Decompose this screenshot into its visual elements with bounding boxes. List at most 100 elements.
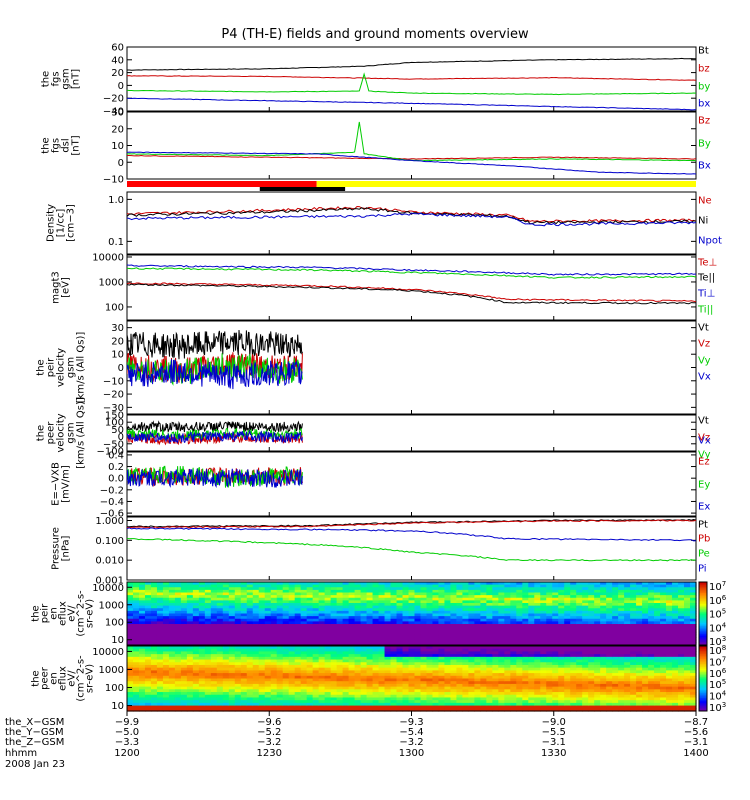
spectrogram-cell bbox=[300, 708, 308, 712]
spectrogram-cell bbox=[372, 582, 380, 586]
spectrogram-cell bbox=[504, 683, 511, 688]
spectrogram-cell bbox=[456, 626, 464, 630]
spectrogram-cell bbox=[492, 629, 499, 633]
spectrogram-cell bbox=[420, 631, 428, 636]
spectrogram-cell bbox=[354, 662, 362, 666]
spectrogram-cell bbox=[480, 610, 487, 615]
spectrogram-cell bbox=[132, 681, 140, 685]
spectrogram-cell bbox=[366, 651, 374, 655]
spectrogram-cell bbox=[486, 692, 493, 696]
spectrogram-cell bbox=[462, 624, 469, 628]
spectrogram-cell bbox=[366, 678, 374, 682]
spectrogram-cell bbox=[264, 664, 272, 669]
spectrogram-cell bbox=[570, 642, 577, 646]
spectrogram-cell bbox=[210, 664, 218, 669]
spectrogram-cell bbox=[690, 662, 697, 666]
colorbar-step bbox=[699, 619, 707, 622]
spectrogram-cell bbox=[468, 595, 475, 599]
spectrogram-cell bbox=[426, 659, 434, 663]
spectrogram-cell bbox=[366, 610, 374, 615]
spectrogram-cell bbox=[204, 642, 212, 646]
spectrogram-cell bbox=[318, 686, 326, 690]
spectrogram-cell bbox=[468, 651, 475, 655]
spectrogram-cell bbox=[492, 631, 499, 636]
spectrogram-cell bbox=[282, 589, 290, 594]
spectrogram-cell bbox=[222, 589, 230, 594]
spectrogram-cell bbox=[636, 603, 643, 607]
spectrogram-cell bbox=[660, 664, 667, 669]
spectrogram-cell bbox=[306, 603, 314, 607]
spectrogram-cell bbox=[444, 624, 452, 628]
legend-entry: Ez bbox=[698, 457, 710, 468]
spectrogram-cell bbox=[420, 705, 428, 709]
spectrogram-cell bbox=[150, 646, 158, 650]
spectrogram-cell bbox=[168, 608, 176, 612]
spectrogram-cell bbox=[318, 584, 326, 588]
spectrogram-cell bbox=[138, 631, 146, 636]
spectrogram-cell bbox=[168, 683, 176, 688]
spectrogram-cell bbox=[474, 673, 481, 677]
spectrogram-cell bbox=[588, 700, 595, 704]
spectrogram-cell bbox=[342, 648, 350, 653]
spectrogram-cell bbox=[564, 656, 571, 661]
spectrogram-cell bbox=[198, 610, 206, 615]
spectrogram-cell bbox=[186, 651, 194, 655]
y-tick-label: 20 bbox=[111, 124, 124, 135]
spectrogram-cell bbox=[690, 694, 697, 699]
spectrogram-cell bbox=[648, 654, 655, 658]
spectrogram-cell bbox=[690, 702, 697, 707]
spectrogram-cell bbox=[204, 626, 212, 630]
spectrogram-cell bbox=[168, 664, 176, 669]
spectrogram-cell bbox=[690, 592, 697, 596]
spectrogram-cell bbox=[594, 664, 601, 669]
spectrogram-cell bbox=[402, 639, 410, 643]
spectrogram-cell bbox=[234, 662, 242, 666]
spectrogram-cell bbox=[462, 600, 469, 604]
spectrogram-cell bbox=[366, 670, 374, 674]
spectrogram-cell bbox=[264, 708, 272, 712]
spectrogram-cell bbox=[324, 587, 332, 591]
spectrogram-cell bbox=[690, 631, 697, 636]
spectrogram-cell bbox=[690, 600, 697, 604]
spectrogram-cell bbox=[438, 587, 446, 591]
spectrogram-cell bbox=[426, 634, 434, 638]
spectrogram-cell bbox=[336, 589, 344, 594]
spectrogram-cell bbox=[582, 631, 589, 636]
spectrogram-cell bbox=[240, 642, 248, 646]
spectrogram-cell bbox=[252, 675, 260, 680]
spectrogram-cell bbox=[324, 700, 332, 704]
spectrogram-cell bbox=[486, 608, 493, 612]
colorbar-step bbox=[699, 663, 707, 666]
spectrogram-cell bbox=[402, 642, 410, 646]
spectrogram-cell bbox=[540, 584, 547, 588]
spectrogram-cell bbox=[192, 582, 200, 586]
spectrogram-cell bbox=[378, 646, 386, 650]
spectrogram-cell bbox=[408, 582, 416, 586]
spectrogram-cell bbox=[168, 642, 176, 646]
spectrogram-cell bbox=[576, 648, 583, 653]
spectrogram-cell bbox=[192, 589, 200, 594]
spectrogram-cell bbox=[492, 697, 499, 701]
spectrogram-cell bbox=[396, 587, 404, 591]
spectrogram-cell bbox=[168, 654, 176, 658]
spectrogram-cell bbox=[414, 637, 422, 641]
spectrogram-cell bbox=[162, 618, 170, 622]
spectrogram-cell bbox=[528, 683, 535, 688]
spectrogram-cell bbox=[516, 662, 523, 666]
spectrogram-cell bbox=[294, 670, 302, 674]
series-line-Pi bbox=[127, 527, 696, 542]
spectrogram-cell bbox=[300, 662, 308, 666]
spectrogram-cell bbox=[276, 694, 284, 699]
legend-entry: bx bbox=[698, 99, 710, 110]
spectrogram-cell bbox=[528, 664, 535, 669]
spectrogram-cell bbox=[162, 697, 170, 701]
spectrogram-cell bbox=[162, 613, 170, 617]
spectrogram-cell bbox=[294, 584, 302, 588]
spectrogram-cell bbox=[276, 589, 284, 594]
spectrogram-cell bbox=[390, 629, 398, 633]
spectrogram-cell bbox=[492, 705, 499, 709]
spectrogram-cell bbox=[570, 708, 577, 712]
spectrogram-cell bbox=[396, 584, 404, 588]
spectrogram-cell bbox=[486, 664, 493, 669]
spectrogram-cell bbox=[390, 631, 398, 636]
